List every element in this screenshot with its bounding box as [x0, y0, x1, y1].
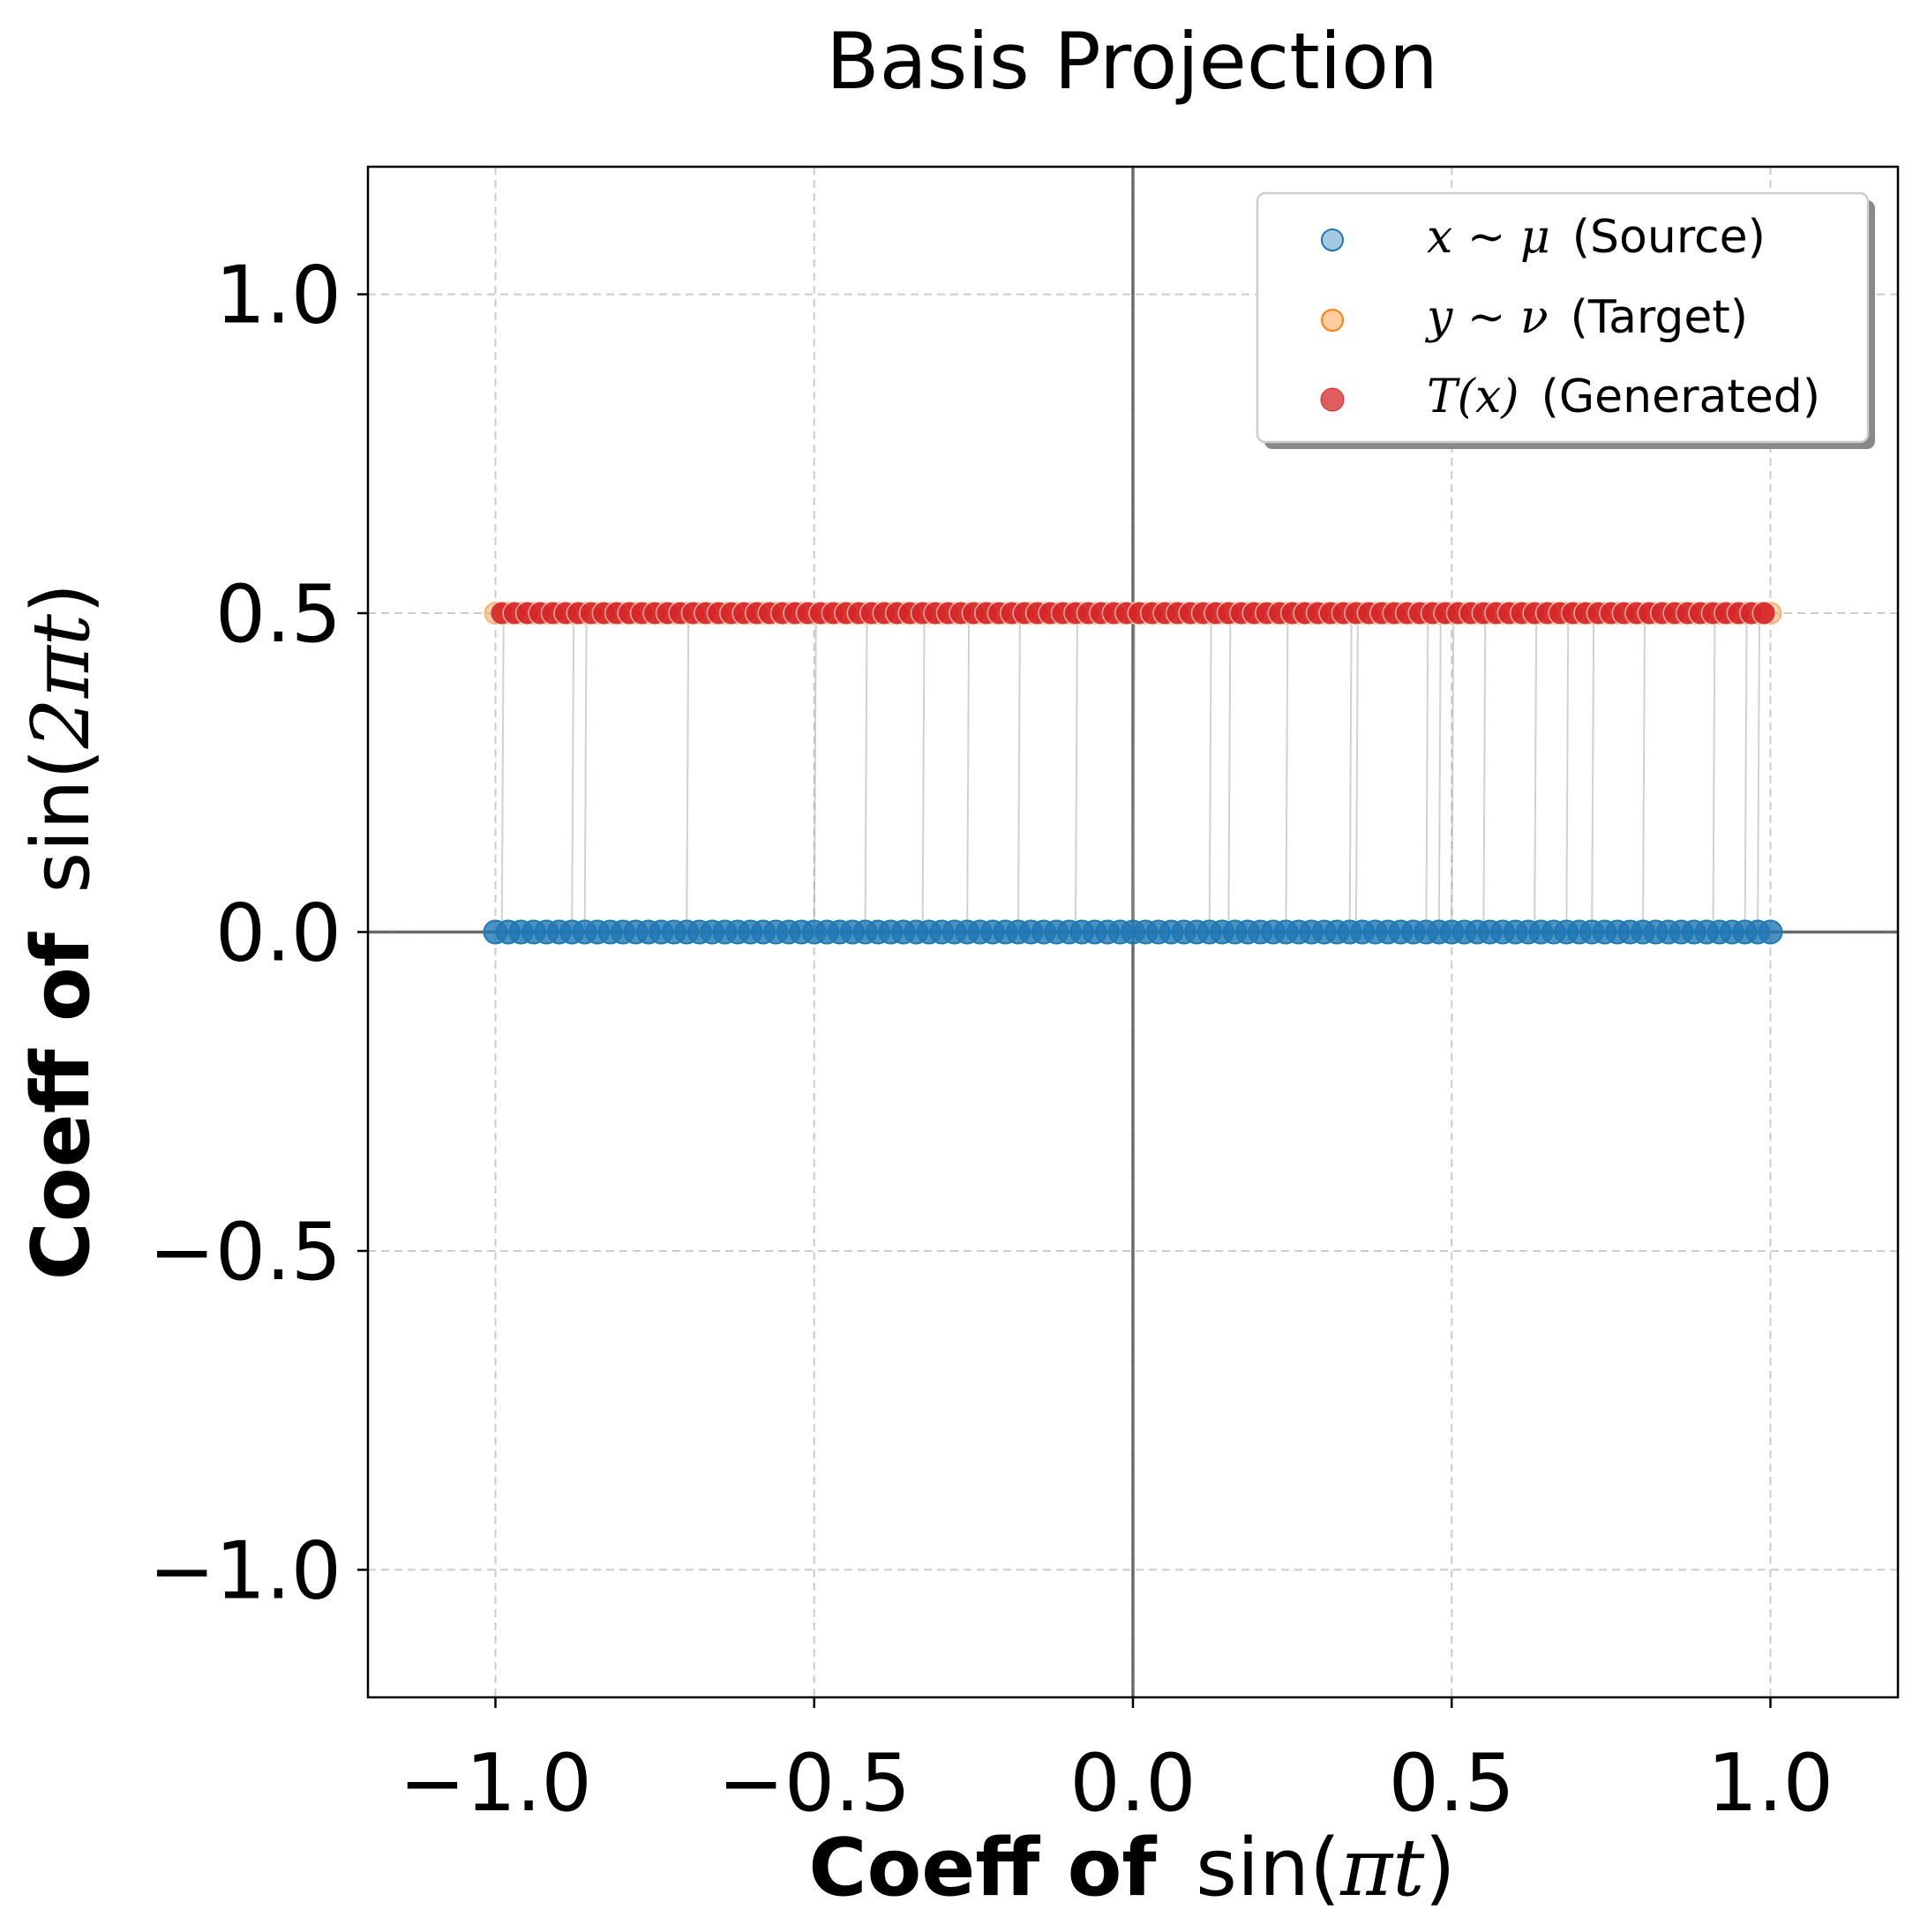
- transport-link: [1482, 613, 1487, 932]
- transport-link: [1437, 613, 1442, 932]
- x-tick-label: −0.5: [717, 1737, 911, 1830]
- transport-link: [1132, 613, 1136, 932]
- x-tick-label: 0.0: [1069, 1737, 1196, 1830]
- transport-link: [686, 613, 690, 932]
- transport-link: [1227, 613, 1232, 932]
- y-tick-label: 1.0: [215, 250, 341, 342]
- transport-link: [813, 613, 817, 932]
- transport-link: [1565, 613, 1570, 932]
- source-points: [483, 919, 1783, 945]
- transport-link: [1451, 613, 1455, 932]
- transport-link: [1348, 613, 1353, 932]
- transport-link: [1712, 613, 1716, 932]
- x-tick-label: 0.5: [1389, 1737, 1515, 1830]
- transport-link: [1208, 613, 1212, 932]
- y-axis-label: Coeff of sin(2πt): [15, 583, 108, 1280]
- transport-link: [864, 613, 868, 932]
- legend-marker-source: [1321, 228, 1344, 251]
- legend-label-target: y ~ ν (Target): [1425, 291, 1748, 344]
- transport-link: [1285, 613, 1289, 932]
- transport-link: [1534, 613, 1538, 932]
- transport-link: [921, 613, 926, 932]
- legend-label-source: x ~ μ (Source): [1427, 211, 1766, 264]
- transport-link: [1744, 613, 1748, 932]
- generated-points: [489, 601, 1777, 625]
- transport-link: [1425, 613, 1429, 932]
- x-axis-ticks: −1.0 −0.5 0.0 0.5 1.0: [399, 1697, 1834, 1830]
- transport-link: [571, 613, 575, 932]
- transport-links: [500, 613, 1761, 932]
- y-tick-label: −0.5: [148, 1206, 341, 1299]
- chart-title: Basis Projection: [826, 16, 1438, 107]
- transport-link: [500, 613, 505, 932]
- transport-link: [1074, 613, 1078, 932]
- x-tick-label: −1.0: [399, 1737, 592, 1830]
- transport-link: [1591, 613, 1595, 932]
- y-tick-label: 0.5: [215, 568, 341, 661]
- x-axis-label: Coeff of sin(πt): [808, 1822, 1455, 1914]
- transport-link: [1016, 613, 1021, 932]
- generated-point: [1751, 601, 1777, 625]
- legend-marker-generated: [1320, 387, 1345, 412]
- transport-link: [1354, 613, 1359, 932]
- y-tick-label: −1.0: [148, 1524, 341, 1617]
- transport-link: [1642, 613, 1646, 932]
- transport-link: [583, 613, 588, 932]
- legend-box: [1256, 191, 1870, 444]
- y-tick-label: 0.0: [215, 887, 341, 980]
- transport-link: [966, 613, 971, 932]
- x-tick-label: 1.0: [1707, 1737, 1834, 1830]
- y-axis-ticks: −1.0 −0.5 0.0 0.5 1.0: [148, 250, 368, 1617]
- source-point: [1758, 919, 1783, 945]
- legend-marker-target: [1321, 309, 1344, 332]
- transport-link: [1757, 613, 1761, 932]
- legend-label-generated: T(x) (Generated): [1427, 371, 1820, 423]
- legend: x ~ μ (Source) y ~ ν (Target) T(x) (Gene…: [1256, 191, 1875, 449]
